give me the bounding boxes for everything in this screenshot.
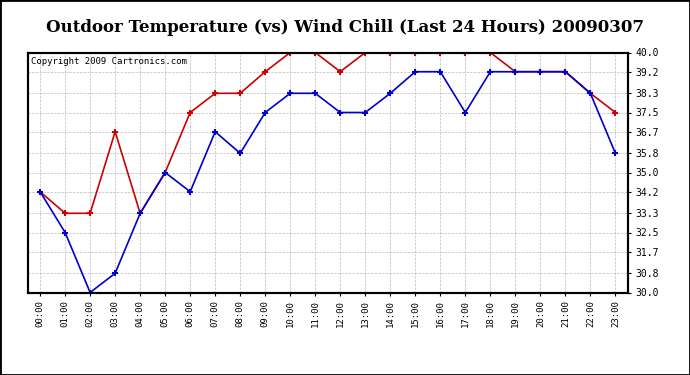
Text: Outdoor Temperature (vs) Wind Chill (Last 24 Hours) 20090307: Outdoor Temperature (vs) Wind Chill (Las… — [46, 19, 644, 36]
Text: Copyright 2009 Cartronics.com: Copyright 2009 Cartronics.com — [30, 57, 186, 66]
